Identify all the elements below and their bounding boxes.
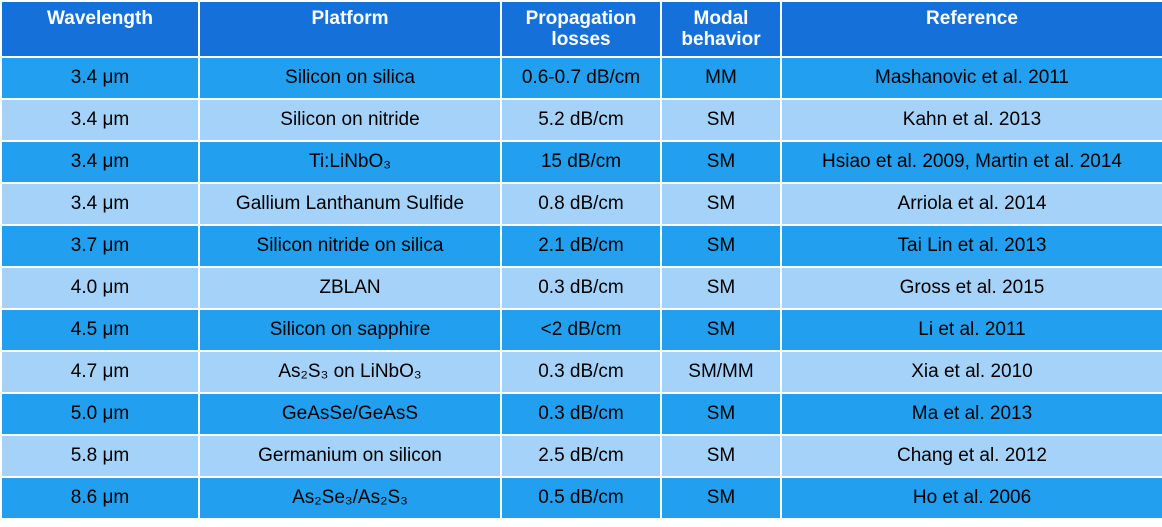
table-cell: SM <box>660 266 782 310</box>
table-cell: 3.7 μm <box>0 224 200 268</box>
table-cell: SM <box>660 224 782 268</box>
table-cell: Silicon nitride on silica <box>198 224 502 268</box>
table-cell: 0.8 dB/cm <box>500 182 662 226</box>
table-cell: Ho et al. 2006 <box>780 476 1162 520</box>
table-row: 4.0 μm ZBLAN 0.3 dB/cm SM Gross et al. 2015 <box>0 266 1162 310</box>
table-cell: Mashanovic et al. 2011 <box>780 56 1162 100</box>
table-cell: SM <box>660 140 782 184</box>
table-cell: Li et al. 2011 <box>780 308 1162 352</box>
table-row: 3.4 μm Gallium Lanthanum Sulfide 0.8 dB/cm… <box>0 182 1162 226</box>
table-cell: 5.0 μm <box>0 392 200 436</box>
table-cell: Hsiao et al. 2009, Martin et al. 2014 <box>780 140 1162 184</box>
table-cell: Chang et al. 2012 <box>780 434 1162 478</box>
table-row: 4.5 μm Silicon on sapphire <2 dB/cm SM Li et… <box>0 308 1162 352</box>
table-row: 5.0 μm GeAsSe/GeAsS 0.3 dB/cm SM Ma et al. 2… <box>0 392 1162 436</box>
table-cell: Germanium on silicon <box>198 434 502 478</box>
table-row: 4.7 μm As₂S₃ on LiNbO₃ 0.3 dB/cm SM/MM Xia e… <box>0 350 1162 394</box>
table-cell: 2.5 dB/cm <box>500 434 662 478</box>
table-cell: Xia et al. 2010 <box>780 350 1162 394</box>
table-cell: 2.1 dB/cm <box>500 224 662 268</box>
table-cell: 4.5 μm <box>0 308 200 352</box>
table-cell: Ma et al. 2013 <box>780 392 1162 436</box>
table-row: 3.4 μm Silicon on silica 0.6-0.7 dB/cm MM Ma… <box>0 56 1162 100</box>
table-cell: Kahn et al. 2013 <box>780 98 1162 142</box>
table-cell: As₂S₃ on LiNbO₃ <box>198 350 502 394</box>
table-header: Wavelength Platform Propagation losses Moda… <box>0 0 1162 58</box>
table-cell: Gallium Lanthanum Sulfide <box>198 182 502 226</box>
table-row: 5.8 μm Germanium on silicon 2.5 dB/cm SM Cha… <box>0 434 1162 478</box>
table-cell: 3.4 μm <box>0 98 200 142</box>
table-cell: SM <box>660 392 782 436</box>
table-cell: ZBLAN <box>198 266 502 310</box>
table-cell: Ti:LiNbO₃ <box>198 140 502 184</box>
table-cell: 0.3 dB/cm <box>500 350 662 394</box>
table-cell: 0.3 dB/cm <box>500 392 662 436</box>
table-cell: MM <box>660 56 782 100</box>
table-body: 3.4 μm Silicon on silica 0.6-0.7 dB/cm MM Ma… <box>0 56 1162 520</box>
header-cell: Wavelength <box>0 0 200 58</box>
table-cell: 15 dB/cm <box>500 140 662 184</box>
table-row: 3.7 μm Silicon nitride on silica 2.1 dB/cm… <box>0 224 1162 268</box>
table-row: 8.6 μm As₂Se₃/As₂S₃ 0.5 dB/cm SM Ho et al. 2… <box>0 476 1162 520</box>
table-row: 3.4 μm Silicon on nitride 5.2 dB/cm SM Kahn … <box>0 98 1162 142</box>
table-cell: SM <box>660 98 782 142</box>
table-cell: 0.6-0.7 dB/cm <box>500 56 662 100</box>
table-cell: SM <box>660 434 782 478</box>
table-cell: Arriola et al. 2014 <box>780 182 1162 226</box>
table-cell: Silicon on nitride <box>198 98 502 142</box>
table-cell: 0.5 dB/cm <box>500 476 662 520</box>
header-cell: Propagation losses <box>500 0 662 58</box>
table-cell: 3.4 μm <box>0 140 200 184</box>
table-row: 3.4 μm Ti:LiNbO₃ 15 dB/cm SM Hsiao et al. 20… <box>0 140 1162 184</box>
table-cell: 3.4 μm <box>0 56 200 100</box>
header-cell: Platform <box>198 0 502 58</box>
table-cell: <2 dB/cm <box>500 308 662 352</box>
table-cell: 4.0 μm <box>0 266 200 310</box>
header-row: Wavelength Platform Propagation losses Moda… <box>0 0 1162 58</box>
table-cell: Silicon on silica <box>198 56 502 100</box>
table-cell: SM/MM <box>660 350 782 394</box>
table-cell: SM <box>660 476 782 520</box>
table-cell: As₂Se₃/As₂S₃ <box>198 476 502 520</box>
header-cell: Reference <box>780 0 1162 58</box>
table-cell: 5.2 dB/cm <box>500 98 662 142</box>
table-cell: 0.3 dB/cm <box>500 266 662 310</box>
table-cell: GeAsSe/GeAsS <box>198 392 502 436</box>
table-cell: 4.7 μm <box>0 350 200 394</box>
header-cell: Modal behavior <box>660 0 782 58</box>
table-cell: 8.6 μm <box>0 476 200 520</box>
table-cell: 3.4 μm <box>0 182 200 226</box>
table-cell: Tai Lin et al. 2013 <box>780 224 1162 268</box>
table-cell: SM <box>660 182 782 226</box>
table-cell: SM <box>660 308 782 352</box>
table-cell: Gross et al. 2015 <box>780 266 1162 310</box>
table-cell: 5.8 μm <box>0 434 200 478</box>
table-cell: Silicon on sapphire <box>198 308 502 352</box>
